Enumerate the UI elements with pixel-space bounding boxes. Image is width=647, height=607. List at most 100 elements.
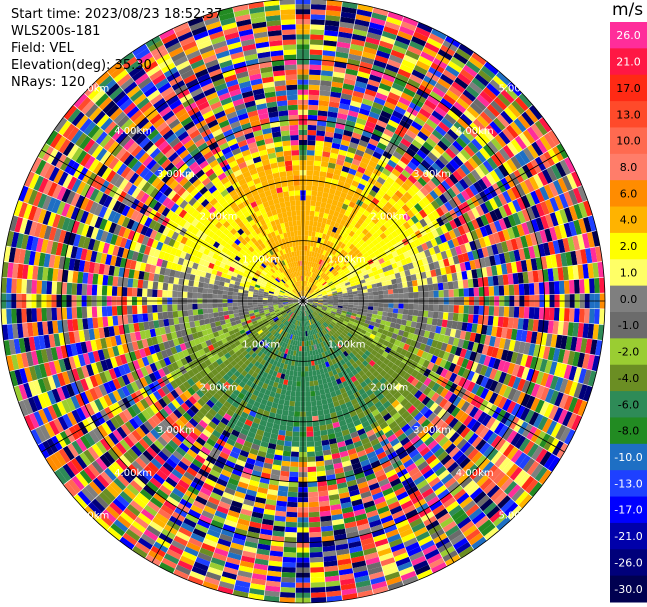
ray-gate	[377, 290, 384, 295]
ray-gate	[483, 144, 495, 157]
ray-gate	[283, 551, 297, 558]
ray-gate	[563, 364, 573, 380]
ray-gate	[394, 40, 409, 50]
ray-gate	[465, 60, 481, 74]
ray-gate	[327, 293, 333, 297]
ray-gate	[515, 329, 523, 342]
ray-gate	[537, 171, 549, 186]
ray-gate	[342, 214, 349, 222]
ray-gate	[320, 254, 325, 261]
ray-gate	[370, 317, 377, 323]
ray-gate	[367, 79, 381, 88]
ray-gate	[343, 161, 352, 169]
ray-gate	[397, 186, 407, 196]
ray-gate	[309, 220, 314, 227]
ray-gate	[567, 265, 574, 280]
ray-gate	[402, 314, 408, 321]
ray-gate	[412, 286, 419, 293]
ray-gate	[378, 303, 384, 308]
ray-gate	[484, 335, 492, 346]
ray-gate	[308, 496, 319, 503]
ray-gate	[306, 180, 313, 186]
ray-gate	[335, 217, 342, 224]
ray-gate	[365, 255, 372, 262]
ray-gate	[317, 294, 323, 297]
ray-gate	[355, 316, 361, 322]
ray-gate	[303, 280, 305, 286]
ray-gate	[386, 241, 394, 249]
ray-gate	[528, 246, 536, 259]
ray-gate	[304, 286, 306, 292]
ray-gate	[484, 200, 494, 212]
ray-gate	[347, 309, 353, 313]
ray-gate	[365, 205, 374, 214]
ray-gate	[310, 571, 325, 578]
ray-gate	[342, 267, 349, 273]
ray-gate	[353, 302, 359, 306]
ray-gate	[480, 214, 489, 226]
ray-gate	[437, 311, 444, 320]
ray-gate	[525, 192, 536, 207]
ray-gate	[414, 203, 423, 213]
ray-gate	[327, 305, 333, 309]
ray-gate	[409, 268, 416, 276]
ray-gate	[334, 245, 341, 252]
ray-gate	[320, 429, 328, 436]
ray-gate	[307, 298, 313, 300]
ray-gate	[306, 431, 314, 437]
ray-gate	[317, 110, 328, 117]
ray-gate	[353, 175, 362, 183]
ray-gate	[401, 59, 416, 70]
ray-gate	[371, 238, 379, 246]
ray-gate	[579, 279, 585, 294]
ray-gate	[426, 338, 434, 347]
ray-gate	[317, 115, 328, 122]
ray-gate	[312, 295, 318, 299]
ray-gate	[530, 218, 540, 233]
ray-gate	[514, 96, 529, 112]
ray-gate	[351, 33, 367, 42]
ray-gate	[534, 188, 545, 203]
ray-gate	[518, 150, 531, 165]
ray-gate	[439, 73, 454, 86]
ray-gate	[433, 186, 443, 197]
ray-gate	[473, 305, 480, 315]
ray-gate	[304, 275, 307, 282]
ray-gate	[431, 110, 444, 122]
ray-gate	[515, 236, 524, 250]
ray-gate	[443, 132, 456, 144]
ray-gate	[325, 286, 331, 291]
ray-gate	[532, 270, 539, 283]
ray-gate	[367, 116, 378, 125]
ray-gate	[304, 281, 307, 287]
ray-gate	[464, 331, 472, 341]
ray-gate	[308, 94, 319, 101]
ray-gate	[307, 301, 313, 304]
ray-gate	[394, 164, 404, 174]
ray-gate	[356, 283, 362, 289]
ray-gate	[440, 342, 448, 352]
ray-gate	[331, 226, 338, 233]
ray-gate	[305, 195, 312, 201]
ray-gate	[347, 306, 353, 311]
ray-gate	[401, 182, 411, 192]
ray-gate	[282, 561, 296, 568]
ray-gate	[305, 270, 307, 277]
ray-gate	[397, 142, 409, 152]
ray-gate	[361, 130, 373, 139]
ray-gate	[510, 261, 518, 274]
ray-gate	[394, 323, 401, 330]
ray-gate	[462, 252, 470, 263]
ray-gate	[434, 158, 446, 170]
ray-gate	[474, 166, 486, 179]
ray-gate	[339, 255, 345, 261]
ray-gate	[550, 254, 558, 268]
ray-gate	[305, 260, 309, 267]
ray-gate	[557, 239, 566, 254]
ray-gate	[371, 283, 378, 289]
ray-gate	[311, 400, 317, 407]
ray-gate	[554, 210, 564, 225]
ray-gate	[373, 295, 379, 300]
ray-gate	[555, 334, 563, 349]
ray-gate	[460, 148, 472, 161]
